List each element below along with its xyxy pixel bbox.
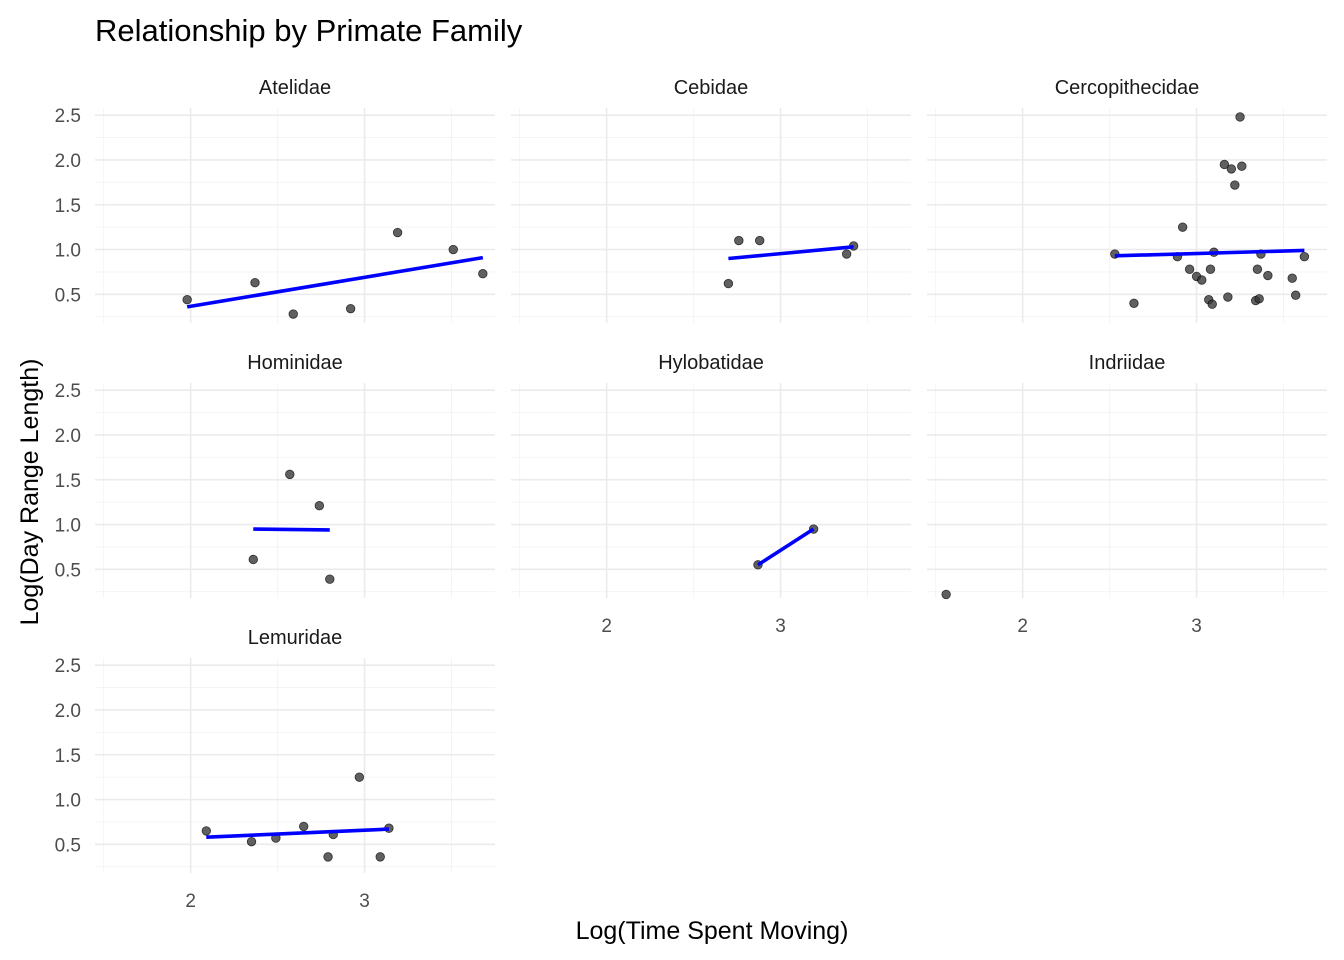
data-point — [354, 772, 365, 782]
data-point — [841, 249, 852, 259]
data-point — [1223, 292, 1233, 302]
data-point — [1226, 164, 1237, 174]
data-point — [325, 574, 335, 584]
panel-cercopithecidae: Cercopithecidae — [927, 77, 1327, 323]
y-tick-label: 1.5 — [55, 746, 81, 767]
chart-title: Relationship by Primate Family — [95, 13, 523, 48]
facet-label-atelidae: Atelidae — [259, 77, 331, 99]
panel-lemuridae: Lemuridae 0.5 1.0 1.5 2.0 2.5 2 3 — [55, 627, 495, 912]
data-point — [1263, 270, 1273, 281]
data-point — [288, 309, 298, 319]
data-point — [323, 852, 333, 862]
data-point — [734, 235, 744, 246]
data-point — [1207, 299, 1217, 309]
facet-label-lemuridae: Lemuridae — [248, 627, 343, 649]
y-axis-title: Log(Day Range Length) — [16, 359, 44, 626]
data-point — [392, 227, 403, 238]
x-tick-label: 3 — [1191, 616, 1202, 637]
x-tick-label: 3 — [775, 616, 786, 637]
data-point — [1230, 180, 1240, 190]
data-point — [1205, 264, 1216, 274]
y-tick-label: 2.5 — [55, 106, 81, 127]
data-point — [250, 277, 260, 288]
y-tick-label: 1.0 — [55, 241, 81, 262]
data-point — [478, 269, 488, 279]
panel-hylobatidae: Hylobatidae 2 3 — [511, 352, 911, 637]
panel-indriidae: Indriidae 2 3 — [927, 352, 1327, 637]
data-point — [182, 295, 192, 305]
data-point — [448, 244, 458, 255]
fit-line-atelidae — [186, 255, 484, 309]
x-tick-label: 3 — [359, 891, 370, 912]
y-tick-label: 1.0 — [55, 516, 81, 537]
panel-cebidae: Cebidae — [511, 77, 911, 323]
fit-line-lemuridae — [206, 827, 389, 839]
fit-line-cercopithecidae — [1114, 248, 1305, 258]
data-point — [1299, 252, 1310, 262]
data-point — [246, 836, 257, 847]
data-point — [1177, 222, 1188, 232]
data-point — [1252, 264, 1263, 274]
x-tick-label: 2 — [601, 616, 612, 637]
data-point — [1184, 264, 1195, 274]
facet-panels: Atelidae 0.5 1.0 1.5 2.0 2.5 Cebidae Cercopithe… — [55, 77, 1327, 912]
data-point — [1219, 159, 1230, 170]
fit-line-hylobatidae — [756, 527, 815, 567]
data-point — [723, 278, 734, 289]
y-tick-label: 0.5 — [55, 285, 81, 306]
y-tick-label: 0.5 — [55, 835, 81, 856]
data-point — [1254, 294, 1264, 304]
x-tick-label: 2 — [185, 891, 196, 912]
facet-label-indriidae: Indriidae — [1089, 352, 1166, 374]
data-point — [1237, 161, 1247, 171]
y-tick-label: 1.0 — [55, 791, 81, 812]
y-tick-label: 2.0 — [55, 426, 81, 447]
data-point — [1129, 298, 1139, 308]
y-tick-label: 2.0 — [55, 701, 81, 722]
data-point — [1235, 112, 1245, 122]
data-point — [1197, 275, 1207, 285]
x-tick-label: 2 — [1017, 616, 1028, 637]
data-point — [285, 469, 295, 480]
y-tick-label: 2.5 — [55, 381, 81, 402]
panel-atelidae: Atelidae 0.5 1.0 1.5 2.0 2.5 — [55, 77, 495, 323]
facet-label-hylobatidae: Hylobatidae — [658, 352, 764, 374]
y-tick-label: 1.5 — [55, 196, 81, 217]
y-tick-label: 2.5 — [55, 656, 81, 677]
data-point — [298, 821, 309, 832]
data-point — [375, 852, 385, 862]
data-point — [314, 501, 325, 511]
data-point — [754, 235, 765, 246]
data-point — [1290, 290, 1301, 300]
facet-label-cebidae: Cebidae — [674, 77, 749, 99]
y-tick-label: 2.0 — [55, 151, 81, 172]
data-point — [941, 589, 951, 600]
y-tick-label: 1.5 — [55, 471, 81, 492]
x-axis-title: Log(Time Spent Moving) — [576, 917, 849, 945]
data-point — [248, 554, 258, 565]
facet-label-hominidae: Hominidae — [247, 352, 343, 374]
data-point — [345, 303, 356, 314]
y-tick-label: 0.5 — [55, 560, 81, 581]
panel-hominidae: Hominidae 0.5 1.0 1.5 2.0 2.5 — [55, 352, 495, 598]
data-point — [1287, 273, 1297, 283]
facet-label-cercopithecidae: Cercopithecidae — [1055, 77, 1200, 99]
data-point — [201, 826, 212, 836]
fit-line-cebidae — [728, 245, 854, 261]
fit-line-hominidae — [253, 527, 330, 532]
